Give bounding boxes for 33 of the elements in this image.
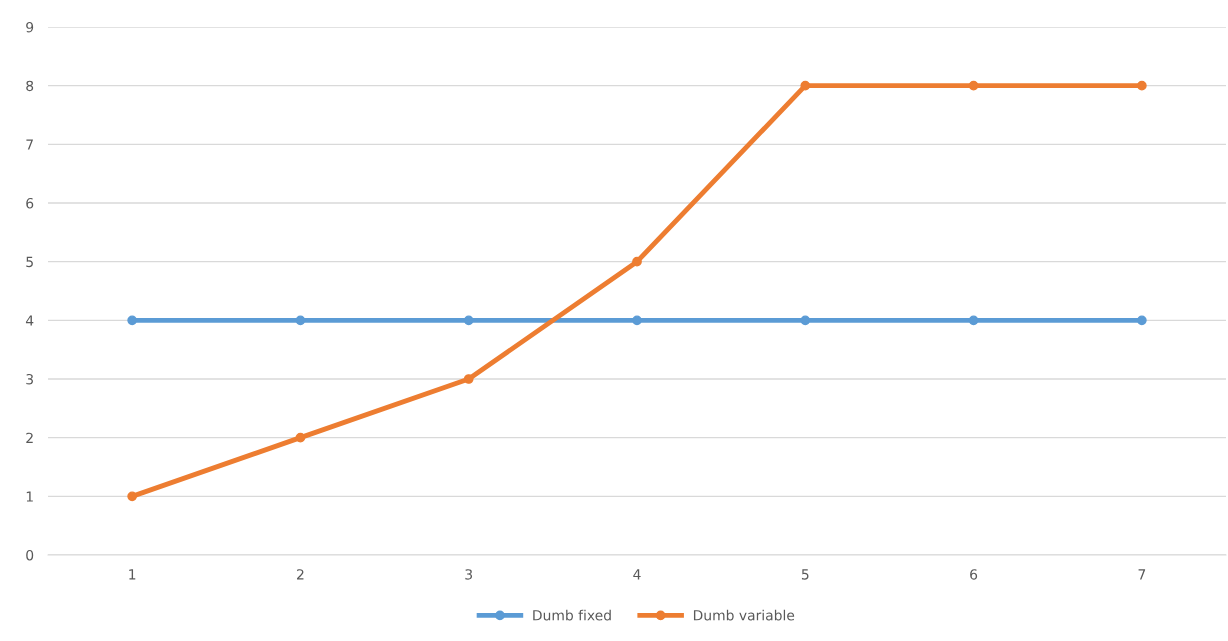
- y-tick-label: 4: [25, 315, 34, 326]
- x-tick-label: 1: [129, 569, 136, 580]
- point: [632, 256, 642, 267]
- y-tick-label: 5: [26, 256, 33, 268]
- point: [295, 432, 306, 443]
- point: [800, 315, 811, 326]
- point: [127, 491, 138, 502]
- x-tick-label: 4: [633, 569, 641, 580]
- x-tick-label: 7: [1138, 569, 1146, 580]
- point: [800, 80, 811, 91]
- point: [295, 315, 306, 326]
- x-tick-label: 3: [465, 569, 473, 580]
- x-tick-label: 5: [801, 569, 809, 580]
- y-tick-label: 9: [26, 21, 34, 33]
- y-tick-label: 0: [26, 549, 34, 561]
- point: [1136, 80, 1147, 91]
- point: [127, 315, 138, 326]
- y-tick-label: 3: [26, 373, 33, 385]
- point: [1136, 315, 1147, 326]
- point: [463, 315, 474, 326]
- y-tick-label: 6: [26, 197, 34, 209]
- x-tick-label: 2: [297, 569, 304, 580]
- point: [968, 315, 979, 326]
- legend-label: Dumb fixed: [533, 609, 611, 621]
- point: [463, 374, 474, 384]
- y-tick-label: 8: [26, 80, 34, 92]
- point: [632, 315, 642, 326]
- point: [968, 80, 979, 91]
- y-tick-label: 2: [26, 432, 33, 443]
- x-tick-label: 6: [970, 569, 978, 580]
- y-tick-label: 1: [26, 491, 33, 502]
- legend-label: Dumb variable: [693, 609, 795, 621]
- y-tick-label: 7: [26, 139, 33, 150]
